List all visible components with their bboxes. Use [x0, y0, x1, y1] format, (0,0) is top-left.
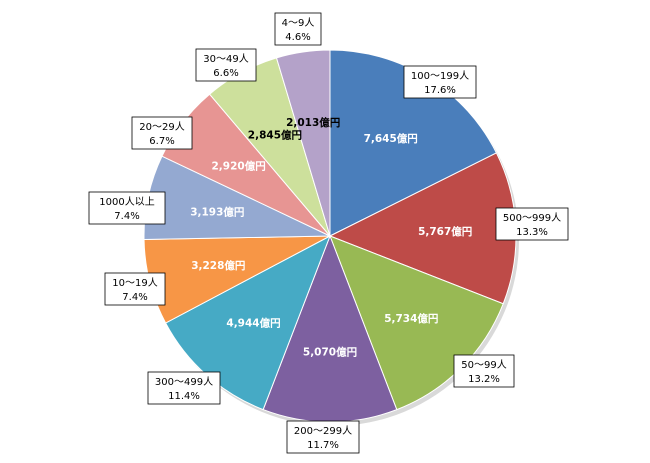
- percent-label: 17.6%: [424, 85, 456, 96]
- callout-box: [286, 420, 360, 454]
- percent-label: 11.4%: [168, 391, 200, 402]
- callout-box: [274, 12, 322, 46]
- category-label: 500〜999人: [503, 212, 561, 224]
- percent-label: 6.6%: [213, 68, 238, 79]
- callout-label: 100〜199人 17.6%: [403, 65, 477, 99]
- callout-box: [131, 116, 193, 150]
- category-label: 300〜499人: [155, 376, 213, 388]
- slice-value-label: 2,013億円: [286, 116, 340, 129]
- slice-value-label: 3,228億円: [191, 259, 245, 272]
- callout-box: [495, 207, 569, 241]
- pie-slice-10: [275, 49, 331, 237]
- percent-label: 13.2%: [468, 374, 500, 385]
- callout-box: [403, 65, 477, 99]
- category-label: 10〜19人: [112, 277, 157, 289]
- callout-label: 200〜299人 11.7%: [286, 420, 360, 454]
- slice-value-label: 3,193億円: [190, 206, 244, 219]
- slice-value-label: 2,845億円: [248, 129, 302, 142]
- category-label: 1000人以上: [99, 196, 154, 208]
- slice-value-label: 5,070億円: [303, 345, 357, 358]
- callout-label: 50〜99人 13.2%: [453, 354, 515, 388]
- slice-value-label: 7,645億円: [364, 132, 418, 145]
- slice-value-label: 4,944億円: [226, 316, 280, 329]
- slice-value-label: 5,734億円: [384, 312, 438, 325]
- callout-label: 1000人以上 7.4%: [88, 191, 166, 225]
- slice-value-label: 2,920億円: [211, 160, 265, 173]
- callout-label: 10〜19人 7.4%: [104, 272, 166, 306]
- callout-box: [453, 354, 515, 388]
- category-label: 4〜9人: [282, 17, 315, 29]
- callout-box: [104, 272, 166, 306]
- percent-label: 11.7%: [307, 440, 339, 451]
- percent-label: 4.6%: [285, 32, 310, 43]
- callout-box: [147, 371, 221, 405]
- slice-value-label: 5,767億円: [418, 225, 472, 238]
- callout-label: 4〜9人 4.6%: [274, 12, 322, 46]
- callout-box: [88, 191, 166, 225]
- callout-label: 30〜49人 6.6%: [195, 48, 257, 82]
- category-label: 200〜299人: [294, 425, 352, 437]
- percent-label: 7.4%: [114, 211, 139, 222]
- callout-label: 20〜29人 6.7%: [131, 116, 193, 150]
- percent-label: 6.7%: [149, 136, 174, 147]
- category-label: 30〜49人: [203, 53, 248, 65]
- category-label: 50〜99人: [461, 359, 506, 371]
- category-label: 20〜29人: [139, 121, 184, 133]
- callout-label: 500〜999人 13.3%: [495, 207, 569, 241]
- callout-label: 300〜499人 11.4%: [147, 371, 221, 405]
- percent-label: 7.4%: [122, 292, 147, 303]
- callout-box: [195, 48, 257, 82]
- percent-label: 13.3%: [516, 227, 548, 238]
- category-label: 100〜199人: [411, 70, 469, 82]
